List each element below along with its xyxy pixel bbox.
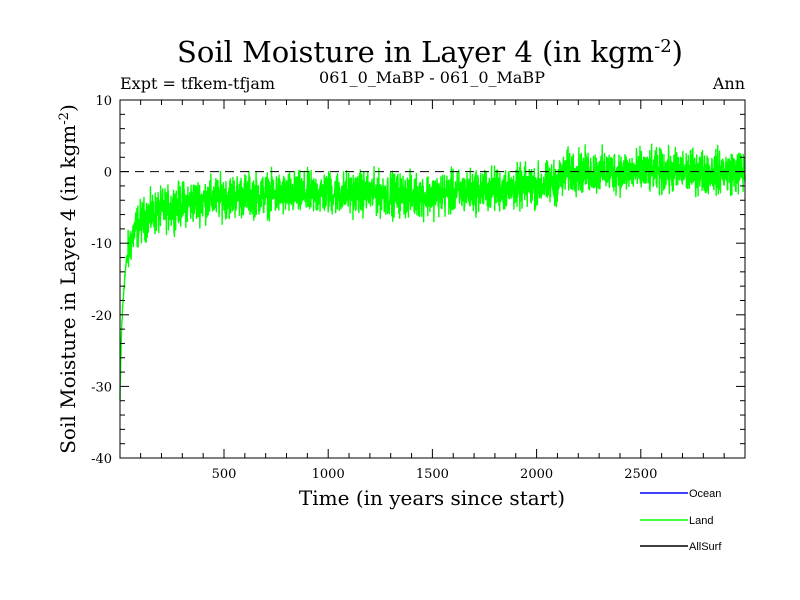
- subtitle-center: 061_0_MaBP - 061_0_MaBP: [319, 68, 545, 87]
- series-layer: [119, 143, 746, 401]
- y-tick-label: -40: [91, 452, 112, 467]
- plot-frame: [119, 99, 746, 459]
- subtitle-left: Expt = tfkem-tfjam: [120, 74, 275, 93]
- y-tick-label: 0: [104, 166, 112, 181]
- x-tick-label: 500: [212, 467, 237, 482]
- x-tick-label: 1500: [416, 467, 449, 482]
- ticks-layer: 500 1000 1500 2000 2500 -40 -30 -20 -10 0 10: [91, 94, 745, 482]
- x-tick-label: 1000: [312, 467, 345, 482]
- y-tick-label: -20: [91, 309, 112, 324]
- y-tick-label: 10: [95, 94, 112, 109]
- series-line-land: [119, 143, 746, 401]
- x-tick-label: 2500: [624, 467, 657, 482]
- legend-label-land: Land: [689, 515, 713, 527]
- chart-title: Soil Moisture in Layer 4 (in kgm-2): [177, 35, 683, 69]
- x-axis-label: Time (in years since start): [299, 486, 565, 510]
- y-tick-label: -30: [91, 380, 112, 395]
- legend-label-ocean: Ocean: [689, 488, 721, 500]
- subtitle-right: Ann: [712, 74, 745, 93]
- legend: Ocean Land AllSurf: [640, 488, 722, 553]
- legend-label-allsurf: AllSurf: [689, 541, 722, 553]
- y-axis-label: Soil Moisture in Layer 4 (in kgm-2): [56, 104, 80, 454]
- y-tick-label: -10: [91, 237, 112, 252]
- x-tick-label: 2000: [520, 467, 553, 482]
